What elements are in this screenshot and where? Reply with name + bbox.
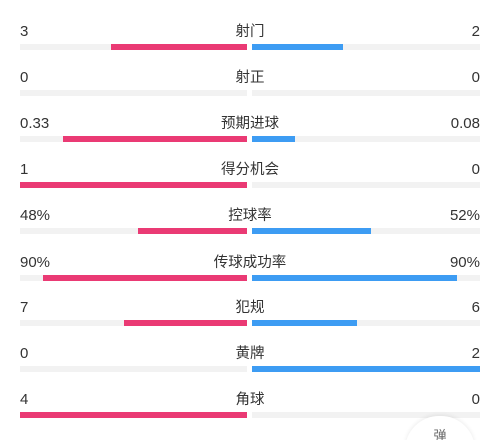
away-bar [252, 228, 371, 234]
home-bar-track [20, 182, 247, 188]
away-bar [252, 275, 457, 281]
stat-label: 控球率 [228, 208, 272, 224]
stat-row: 90% 传球成功率 90% [0, 253, 500, 299]
away-value: 6 [471, 299, 480, 316]
home-bar [43, 275, 247, 281]
stat-row: 7 犯规 6 [0, 298, 500, 344]
home-bar-track [20, 44, 247, 50]
home-bar [63, 136, 247, 142]
home-value: 3 [20, 23, 29, 40]
stat-label: 射门 [235, 24, 265, 40]
home-bar-track [20, 320, 247, 326]
stat-row: 0.33 预期进球 0.08 [0, 114, 500, 160]
away-value: 0 [471, 69, 480, 86]
away-bar-track [252, 44, 480, 50]
stat-row: 1 得分机会 0 [0, 160, 500, 206]
away-bar-track [252, 136, 480, 142]
home-bar [20, 412, 247, 418]
stat-row: 3 射门 2 [0, 22, 500, 68]
away-bar-track [252, 275, 480, 281]
home-bar [138, 228, 247, 234]
away-bar [252, 136, 295, 142]
home-value: 0 [20, 345, 29, 362]
home-bar-track [20, 136, 247, 142]
away-value: 90% [449, 254, 480, 271]
home-value: 90% [20, 254, 51, 271]
away-bar [252, 366, 480, 372]
home-bar-track [20, 228, 247, 234]
stat-label: 黄牌 [235, 346, 265, 362]
stat-row: 4 角球 0 [0, 390, 500, 436]
home-value: 4 [20, 391, 29, 408]
stat-label: 得分机会 [221, 162, 279, 178]
away-bar-track [252, 90, 480, 96]
stat-row: 48% 控球率 52% [0, 206, 500, 252]
stat-label: 犯规 [235, 300, 265, 316]
home-bar [20, 182, 247, 188]
home-bar-track [20, 90, 247, 96]
stat-label: 角球 [235, 392, 265, 408]
home-bar-track [20, 412, 247, 418]
away-bar [252, 320, 357, 326]
danmaku-button-label: 弹 [433, 428, 447, 440]
home-value: 0 [20, 69, 29, 86]
away-value: 2 [471, 345, 480, 362]
stat-row: 0 黄牌 2 [0, 344, 500, 390]
away-value: 0 [471, 161, 480, 178]
away-value: 0 [471, 391, 480, 408]
home-value: 48% [20, 207, 51, 224]
away-bar-track [252, 320, 480, 326]
away-value: 52% [449, 207, 480, 224]
stat-row: 0 射正 0 [0, 68, 500, 114]
home-value: 0.33 [20, 115, 50, 132]
home-bar-track [20, 275, 247, 281]
away-bar-track [252, 366, 480, 372]
home-value: 7 [20, 299, 29, 316]
home-value: 1 [20, 161, 29, 178]
stat-label: 预期进球 [221, 116, 279, 132]
stat-label: 传球成功率 [213, 255, 287, 271]
away-bar-track [252, 412, 480, 418]
stat-label: 射正 [235, 70, 265, 86]
home-bar-track [20, 366, 247, 372]
away-value: 2 [471, 23, 480, 40]
home-bar [111, 44, 247, 50]
away-bar-track [252, 228, 480, 234]
away-bar-track [252, 182, 480, 188]
away-bar [252, 44, 343, 50]
home-bar [124, 320, 247, 326]
away-value: 0.08 [450, 115, 480, 132]
